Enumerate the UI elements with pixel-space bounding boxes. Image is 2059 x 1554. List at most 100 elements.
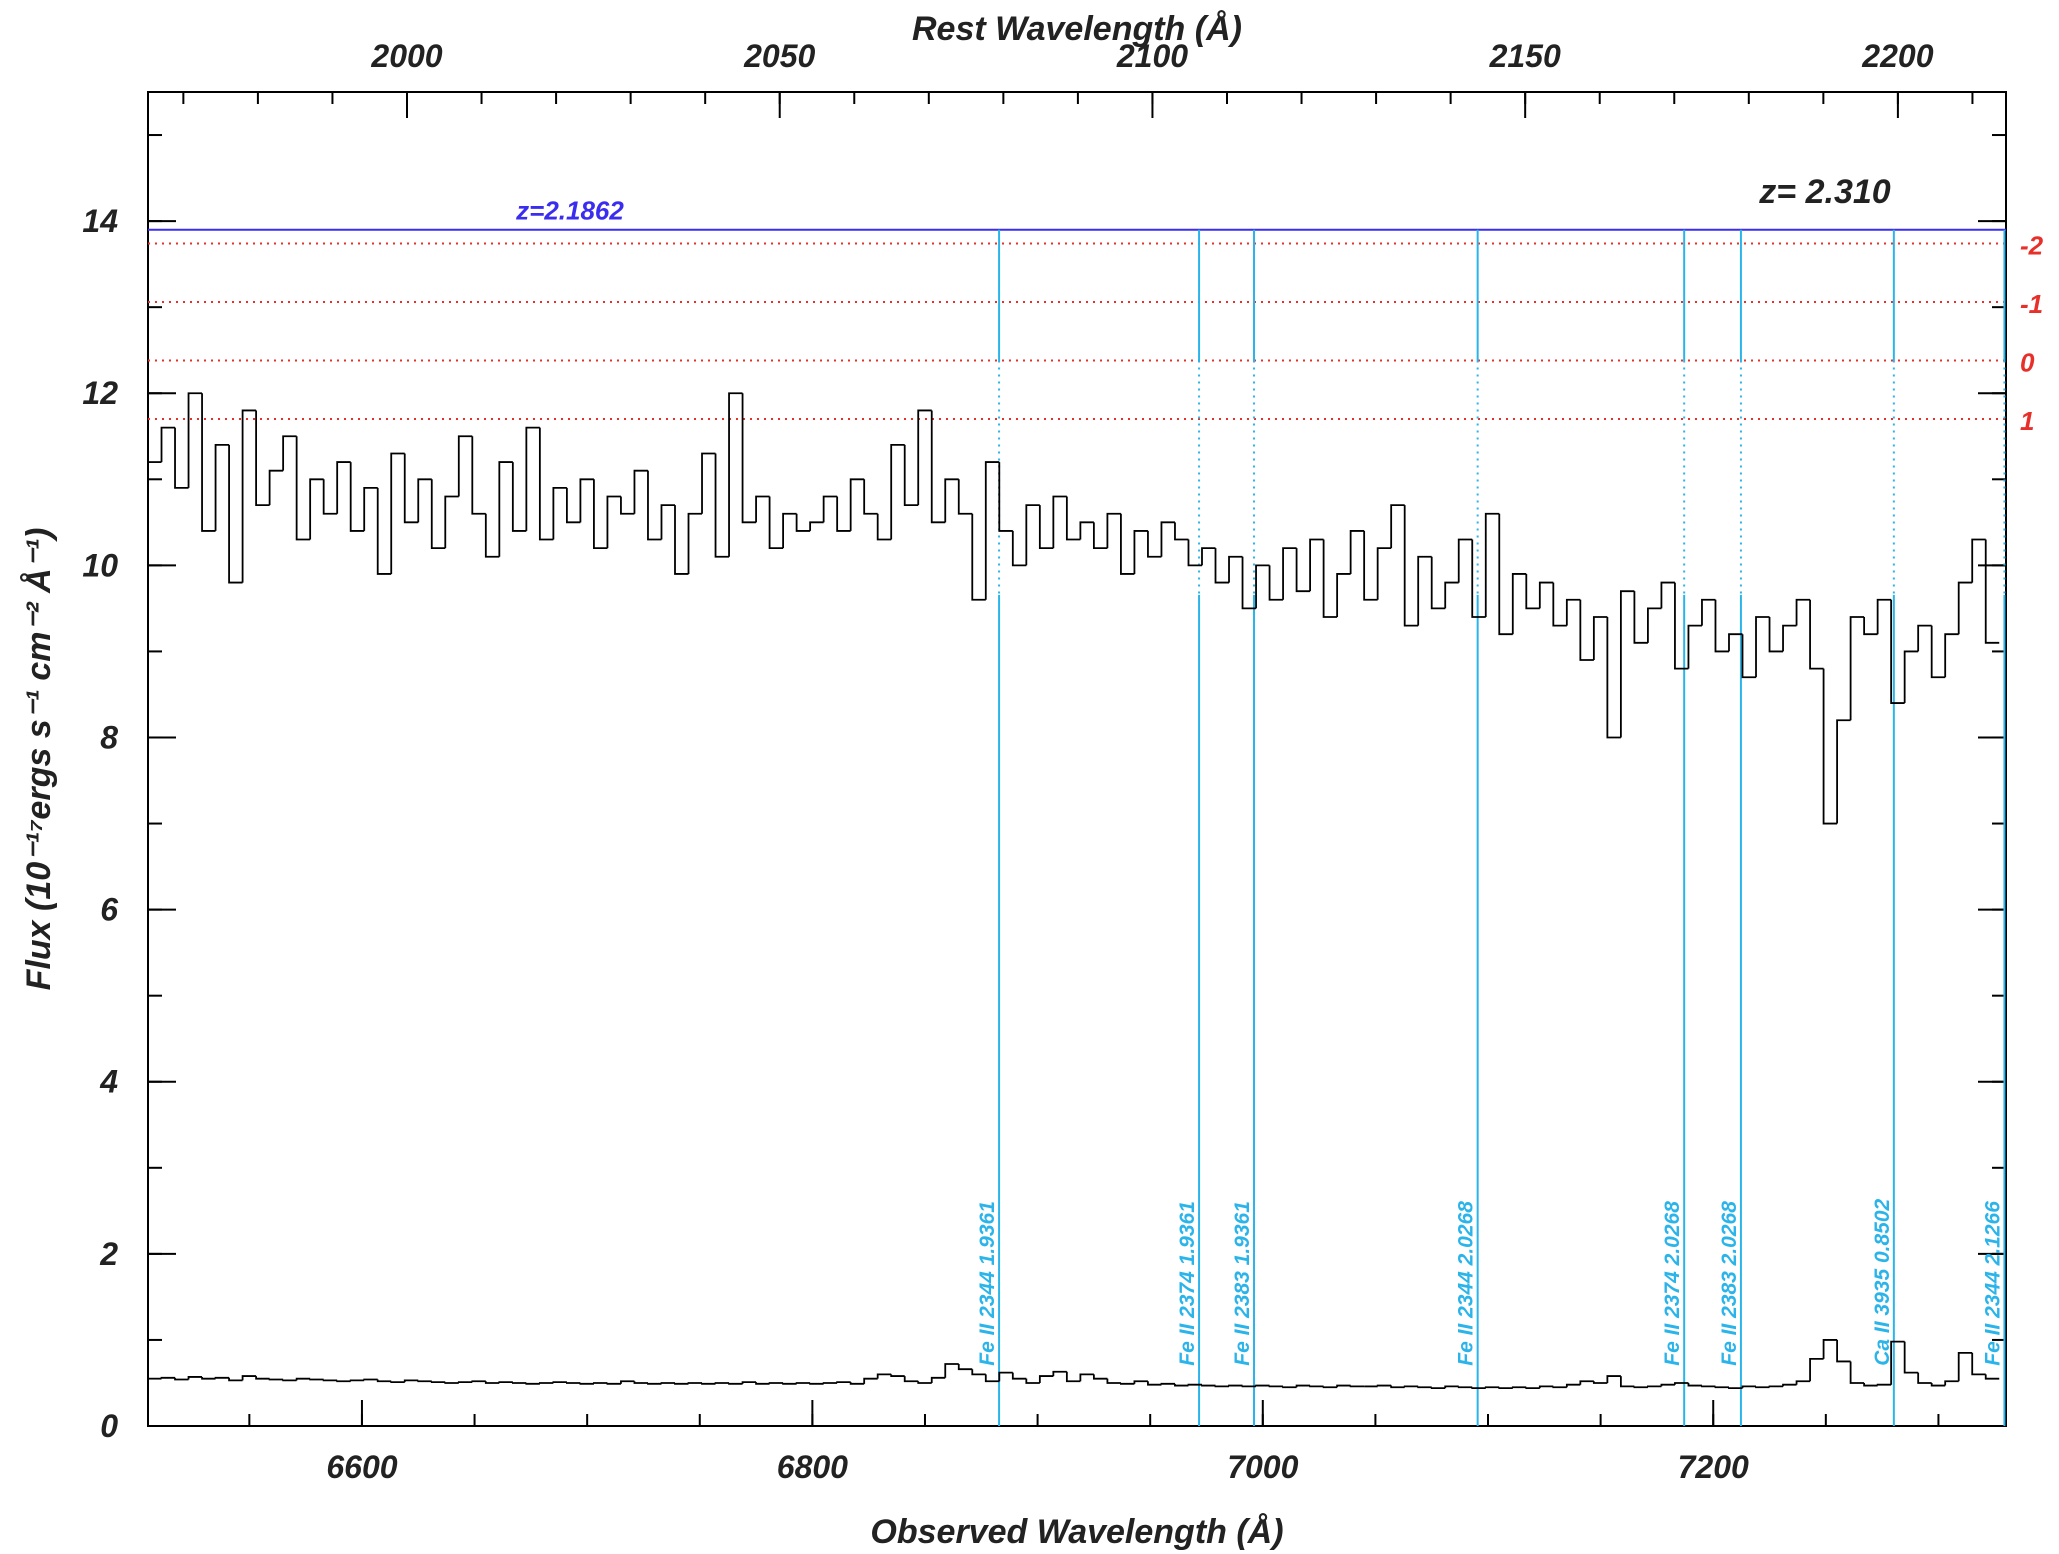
spectrum-step [1836,1339,1851,1363]
spectrum-step [1228,1384,1243,1387]
spectrum-step [687,1382,703,1384]
spectrum-step [849,478,865,531]
spectrum-step [1174,1383,1189,1387]
spectrum-step [498,1381,513,1384]
x-axis-label: Observed Wavelength (Å) [870,1513,1283,1551]
spectrum-step [1471,1387,1486,1390]
spectrum-step [1052,1370,1067,1377]
spectrum-step [755,1382,770,1385]
spectrum-step [917,1381,932,1384]
spectrum-step [1038,505,1054,550]
x-tick-label: 7200 [1678,1449,1749,1485]
spectrum-step [174,1377,189,1381]
spectrum-step [1768,1385,1784,1388]
spectrum-step [1282,547,1297,600]
spectrum-step [984,1374,1000,1383]
spectrum-step [1390,504,1405,549]
spectrum-step [1890,599,1905,704]
spectrum-step [660,504,675,540]
spectrum-step [349,462,365,532]
spectrum-step [565,487,581,524]
spectrum-step [160,426,176,463]
spectrum-step [1376,547,1392,600]
spectrum-step [457,435,473,497]
spectrum-step [1944,633,1959,678]
spectrum-step [1133,530,1148,574]
spectrum-step [1376,1384,1392,1387]
spectrum-step [1674,582,1689,670]
spectrum-step [1120,1382,1135,1385]
spectrum-step [1484,1386,1500,1389]
spectrum-step [1228,555,1243,583]
spectrum-step [957,1364,973,1371]
spectrum-step [1065,1371,1081,1383]
spectrum-step [349,1379,365,1382]
spectrum-step [376,1379,392,1383]
marker-label: Fe II 2374 2.0268 [1661,1201,1684,1366]
spectrum-step [1160,521,1175,557]
spectrum-step [1606,1375,1621,1383]
spectrum-step [1633,1386,1648,1389]
x-tick-label: 7000 [1227,1449,1298,1485]
spectrum-step [1971,1352,1986,1376]
spectrum-step [903,444,919,507]
spectrum-step [1511,1386,1527,1389]
spectrum-step [255,1376,270,1380]
spectrum-step [863,479,878,515]
spectrum-step [1903,650,1919,704]
spectrum-step [1038,1375,1054,1383]
spectrum-step [187,392,203,488]
spectrum-step [376,487,392,575]
spectrum-step [295,436,311,541]
spectrum-step [836,1381,851,1384]
spectrum-step [1322,1386,1338,1389]
spectrum-step [579,1382,594,1385]
spectrum-step [390,452,405,574]
spectrum-step [282,435,297,471]
spectrum-step [1457,1386,1473,1389]
spectrum-step [1309,1385,1324,1388]
spectrum-step [417,478,432,523]
spectrum-step [1619,590,1635,738]
spectrum-step [593,479,608,550]
spectrum-step [782,512,797,549]
spectrum-step [390,1381,405,1384]
reference-label: 0 [2020,348,2035,378]
spectrum-step [809,521,824,531]
spectrum-step [795,1382,811,1384]
spectrum-step [849,1382,865,1385]
spectrum-step [701,1382,716,1385]
spectrum-step [1011,530,1027,567]
x-tick-label: 6600 [326,1449,397,1485]
spectrum-step [160,1376,176,1379]
spectrum-step [552,1381,567,1384]
spectrum-step [971,513,986,601]
y-axis-label: Flux (10⁻¹⁷ergs s⁻¹ cm⁻² Å⁻¹) [20,528,58,991]
spectrum-step [1971,538,1986,583]
spectrum-step [822,495,838,523]
spectrum-step [620,1380,635,1384]
spectrum-step [309,1378,324,1381]
spectrum-step [741,1381,757,1384]
spectrum-step [1930,625,1946,679]
spectrum-step [1241,1385,1257,1388]
spectrum-step [1863,616,1878,636]
spectrum-step [484,1381,500,1384]
spectrum-step [471,1380,486,1383]
spectrum-step [1809,1357,1824,1382]
spectrum-step [1336,1384,1351,1388]
spectrum-step [728,392,743,557]
spectrum-step [1525,1387,1540,1390]
spectrum-step [795,513,811,532]
spectrum-step [1201,1384,1216,1387]
spectrum-step [282,1379,297,1382]
spectrum-step [890,1374,905,1377]
x2-axis-label: Rest Wavelength (Å) [912,10,1242,48]
spectrum-step [1241,556,1257,610]
spectrum-step [417,1380,432,1383]
spectrum-step [1579,599,1594,661]
spectrum-step [1849,616,1865,721]
spectrum-step [1052,495,1067,549]
spectrum-step [1984,539,2000,644]
